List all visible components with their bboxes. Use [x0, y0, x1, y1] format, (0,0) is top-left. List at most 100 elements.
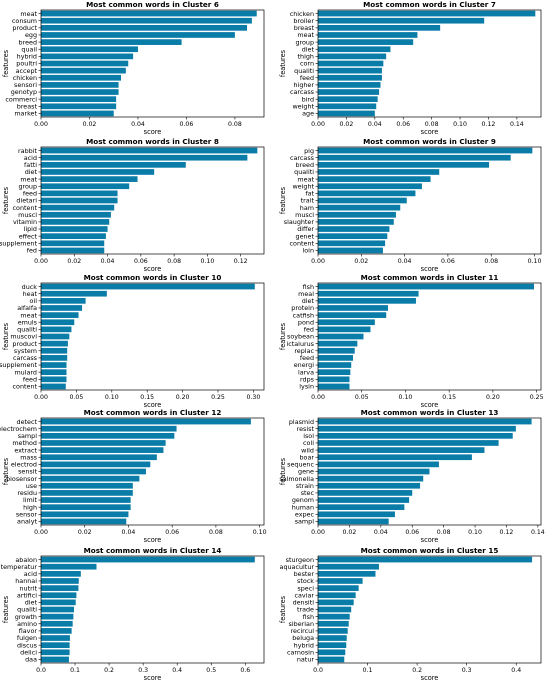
category-label: fish	[303, 283, 314, 291]
cluster-chart: Most common words in Cluster 6 meatconsum…	[2, 0, 265, 136]
bar	[318, 161, 490, 168]
bar	[318, 74, 382, 81]
x-axis-label: score	[421, 536, 439, 544]
x-axis-label: score	[144, 674, 162, 681]
x-tick-label: 0.2	[412, 667, 422, 674]
category-label: energi	[294, 361, 314, 369]
category-label: abalon	[15, 556, 37, 564]
bar	[41, 110, 114, 117]
x-tick-label: 0.06	[405, 529, 419, 536]
bar	[318, 447, 485, 453]
x-tick-label: 0.02	[67, 258, 81, 265]
y-axis-label: features	[2, 49, 10, 77]
bar	[318, 211, 396, 218]
category-label: hybrid	[294, 641, 314, 649]
bar	[41, 10, 257, 17]
bar	[318, 340, 358, 347]
x-axis-label: score	[421, 401, 439, 409]
category-label: emuls	[18, 318, 38, 326]
bar	[41, 518, 127, 525]
y-axis-label: features	[279, 322, 287, 350]
plot-frame	[40, 417, 265, 526]
category-label: trade	[297, 606, 314, 614]
y-axis-label: features	[2, 186, 10, 214]
bar	[41, 190, 118, 197]
x-tick-label: 0.12	[482, 121, 496, 128]
category-label: content	[290, 240, 315, 248]
chart-title: Most common words in Cluster 10	[84, 273, 222, 282]
bar	[41, 376, 67, 383]
category-label: sampl	[295, 518, 315, 526]
category-label: ictalurus	[286, 340, 314, 348]
cluster-chart: Most common words in Cluster 15 sturgeona…	[279, 546, 542, 681]
bar	[41, 454, 157, 461]
cluster-chart: Most common words in Cluster 7 chickenbro…	[279, 0, 542, 136]
bar	[318, 24, 441, 31]
bar	[318, 511, 395, 518]
chart-title: Most common words in Cluster 15	[361, 546, 499, 555]
category-label: qualiti	[17, 326, 37, 334]
category-label: breed	[296, 161, 314, 169]
chart-title: Most common words in Cluster 12	[84, 408, 222, 417]
category-label: electrod	[11, 461, 37, 469]
x-tick-label: 0.00	[34, 121, 48, 128]
x-axis-label: score	[421, 265, 439, 273]
category-label: speci	[297, 584, 314, 592]
bar	[41, 211, 111, 218]
bar	[318, 504, 405, 511]
bar	[41, 447, 164, 453]
category-label: thigh	[298, 53, 314, 61]
cluster-chart: Most common words in Cluster 11 fishmeald…	[279, 273, 544, 409]
category-label: gene	[298, 468, 314, 476]
category-label: commerci	[5, 95, 37, 103]
category-label: meat	[20, 311, 37, 319]
category-label: sturgeon	[286, 556, 314, 564]
category-label: nutrit	[19, 584, 37, 592]
category-label: genet	[296, 232, 315, 240]
bar	[318, 482, 421, 489]
category-label: diet	[25, 599, 38, 607]
bar	[41, 592, 77, 599]
bar	[41, 319, 75, 326]
x-tick-label: 0.3	[462, 667, 472, 674]
category-label: higher	[294, 81, 315, 89]
bar	[41, 355, 68, 361]
x-tick-label: 0.14	[531, 529, 545, 536]
category-label: fat	[305, 190, 314, 198]
x-tick-label: 0.04	[368, 121, 382, 128]
bar	[41, 147, 258, 154]
bar	[41, 297, 86, 304]
bar	[318, 312, 387, 318]
category-label: human	[292, 503, 314, 511]
bar	[41, 383, 66, 390]
category-label: mass	[20, 453, 37, 461]
x-tick-label: 0.12	[500, 529, 514, 536]
category-label: salmonella	[279, 475, 314, 483]
category-label: content	[13, 204, 38, 212]
bar	[318, 283, 534, 290]
bar	[41, 570, 81, 577]
category-label: market	[14, 110, 37, 118]
y-axis-label: features	[2, 595, 10, 623]
category-label: lipid	[24, 225, 37, 233]
category-label: mulard	[14, 368, 37, 376]
x-tick-label: 0.4	[172, 667, 182, 674]
category-label: electrochem	[0, 425, 37, 433]
x-tick-label: 0.14	[510, 121, 524, 128]
bar	[318, 490, 413, 496]
x-tick-label: 0.0	[313, 667, 323, 674]
x-tick-label: 0.00	[34, 258, 48, 265]
category-label: group	[18, 182, 37, 190]
category-label: trait	[301, 197, 315, 205]
bar	[318, 89, 380, 95]
category-label: muscl	[18, 211, 37, 219]
category-label: diet	[302, 297, 315, 305]
category-label: plasmid	[289, 418, 314, 426]
bar	[318, 154, 511, 161]
category-label: duck	[22, 283, 38, 291]
bar	[41, 511, 129, 518]
chart-title: Most common words in Cluster 8	[86, 137, 219, 146]
category-label: quail	[21, 45, 37, 53]
category-label: supplement	[0, 240, 37, 248]
category-label: fed	[304, 326, 314, 334]
